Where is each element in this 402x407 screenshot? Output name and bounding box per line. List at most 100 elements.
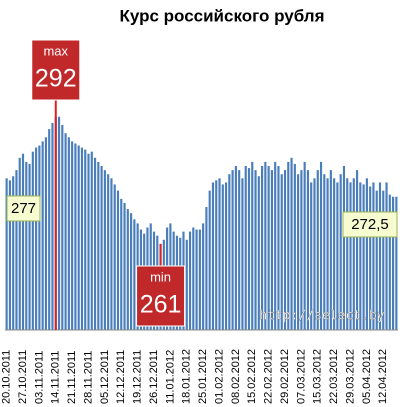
bar <box>277 166 280 330</box>
bar <box>77 145 80 330</box>
bar <box>25 161 28 330</box>
bar <box>392 196 395 330</box>
bar <box>202 223 205 330</box>
bar <box>211 182 215 330</box>
annotation-label: min <box>150 269 171 284</box>
watermark: http://select.by <box>259 309 384 324</box>
bar <box>369 186 372 330</box>
x-tick-label: 29.02.2012 <box>279 349 291 404</box>
bar <box>283 170 287 330</box>
annotation-value: 272,5 <box>351 216 389 233</box>
x-tick-label: 14.11.2011 <box>50 351 62 404</box>
bar <box>110 178 113 330</box>
bar <box>44 137 48 330</box>
bar <box>326 178 329 330</box>
bar <box>208 190 211 330</box>
bar <box>195 229 198 330</box>
bar <box>221 184 224 330</box>
bar <box>38 145 41 330</box>
bar <box>84 149 87 330</box>
bar <box>123 202 126 330</box>
bar <box>323 174 326 330</box>
bar <box>188 231 192 330</box>
bar <box>375 190 378 330</box>
bar <box>365 178 368 330</box>
bar <box>133 219 136 330</box>
bar <box>130 213 133 330</box>
bar <box>5 178 8 330</box>
bar <box>264 161 267 330</box>
bar <box>241 178 244 330</box>
bar <box>228 174 231 330</box>
annotation-value: 277 <box>11 200 36 217</box>
x-tick-label: 11.01.2012 <box>164 350 176 404</box>
x-tick-label: 07.03.2012 <box>295 349 307 404</box>
bar <box>306 170 310 330</box>
x-tick-label: 21.11.2011 <box>66 351 78 404</box>
annotation-box <box>31 39 81 101</box>
bar <box>80 147 84 330</box>
x-tick-label: 26.12.2011 <box>148 350 160 404</box>
bar <box>185 239 188 330</box>
x-tick-label: 03.11.2011 <box>33 351 45 404</box>
bar <box>247 168 251 330</box>
x-tick-label: 22.03.2012 <box>328 349 340 404</box>
bar <box>8 180 11 330</box>
bar <box>310 182 313 330</box>
bar <box>113 184 116 330</box>
bar <box>215 180 218 330</box>
annotation-label: max <box>43 43 68 58</box>
bar <box>51 122 54 330</box>
x-tick-label: 27.10.2011 <box>17 350 29 404</box>
x-tick-label: 28.11.2011 <box>82 351 94 404</box>
bar <box>126 209 129 330</box>
bar <box>205 207 208 330</box>
bar <box>100 166 103 330</box>
bar <box>21 153 25 330</box>
bar <box>120 198 123 330</box>
bar <box>267 166 270 330</box>
bar <box>303 161 306 330</box>
bar <box>355 170 359 330</box>
bar <box>293 163 296 330</box>
bar <box>87 153 90 330</box>
bar <box>41 141 44 330</box>
bar <box>28 163 31 330</box>
bar <box>67 137 70 330</box>
bar <box>93 157 97 330</box>
x-tick-label: 12.04.2012 <box>377 349 389 404</box>
bar <box>270 170 273 330</box>
bar <box>342 166 346 330</box>
bar <box>359 182 362 330</box>
bar <box>382 190 385 330</box>
bar <box>362 184 365 330</box>
x-tick-label: 05.04.2012 <box>361 349 373 404</box>
bar <box>218 178 221 330</box>
bar <box>224 182 228 330</box>
bar <box>103 170 106 330</box>
x-tick-label: 01.02.2012 <box>213 349 225 404</box>
bar <box>349 182 352 330</box>
bar <box>238 170 241 330</box>
bar <box>251 161 254 330</box>
annotation-value: 292 <box>35 65 77 93</box>
bar <box>261 166 264 330</box>
bar <box>116 190 120 330</box>
bar <box>300 170 303 330</box>
bar <box>274 161 277 330</box>
bar <box>12 176 15 330</box>
x-tick-label: 08.02.2012 <box>230 349 242 404</box>
bar <box>18 157 21 330</box>
bar <box>192 227 195 330</box>
chart-title: Курс российского рубля <box>119 6 324 25</box>
bar <box>287 161 290 330</box>
x-tick-label: 19.12.2011 <box>132 350 144 404</box>
annotation-box <box>342 211 398 238</box>
bar <box>198 229 201 330</box>
x-tick-label: 18.01.2012 <box>181 349 193 404</box>
x-tick-label: 29.03.2012 <box>344 349 356 404</box>
annotation-box <box>6 195 41 222</box>
bar <box>352 178 355 330</box>
bar <box>313 178 316 330</box>
bar <box>257 176 260 330</box>
